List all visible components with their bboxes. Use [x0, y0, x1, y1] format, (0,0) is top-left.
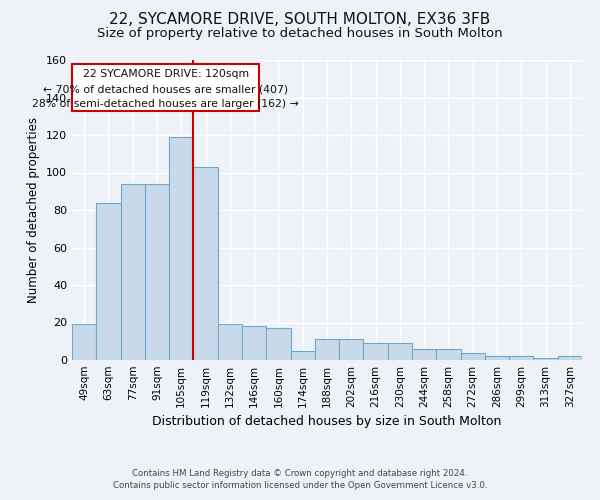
Bar	[290, 350, 315, 360]
Bar	[388, 343, 412, 360]
Bar	[193, 167, 218, 360]
Text: 22, SYCAMORE DRIVE, SOUTH MOLTON, EX36 3FB: 22, SYCAMORE DRIVE, SOUTH MOLTON, EX36 3…	[109, 12, 491, 28]
Bar	[96, 202, 121, 360]
Y-axis label: Number of detached properties: Number of detached properties	[28, 117, 40, 303]
Bar	[169, 137, 193, 360]
Text: 28% of semi-detached houses are larger (162) →: 28% of semi-detached houses are larger (…	[32, 100, 299, 110]
Text: ← 70% of detached houses are smaller (407): ← 70% of detached houses are smaller (40…	[43, 84, 289, 94]
Bar	[242, 326, 266, 360]
Bar	[461, 352, 485, 360]
X-axis label: Distribution of detached houses by size in South Molton: Distribution of detached houses by size …	[152, 416, 502, 428]
Bar	[509, 356, 533, 360]
Bar	[558, 356, 582, 360]
Text: Contains HM Land Registry data © Crown copyright and database right 2024.: Contains HM Land Registry data © Crown c…	[132, 468, 468, 477]
Bar	[72, 324, 96, 360]
Text: 22 SYCAMORE DRIVE: 120sqm: 22 SYCAMORE DRIVE: 120sqm	[83, 70, 249, 80]
Bar	[412, 349, 436, 360]
Bar	[364, 343, 388, 360]
Bar	[145, 184, 169, 360]
Bar	[485, 356, 509, 360]
Bar	[266, 328, 290, 360]
Bar	[315, 340, 339, 360]
Text: Contains public sector information licensed under the Open Government Licence v3: Contains public sector information licen…	[113, 481, 487, 490]
Bar	[121, 184, 145, 360]
FancyBboxPatch shape	[73, 64, 259, 110]
Bar	[339, 340, 364, 360]
Bar	[218, 324, 242, 360]
Bar	[533, 358, 558, 360]
Text: Size of property relative to detached houses in South Molton: Size of property relative to detached ho…	[97, 28, 503, 40]
Bar	[436, 349, 461, 360]
